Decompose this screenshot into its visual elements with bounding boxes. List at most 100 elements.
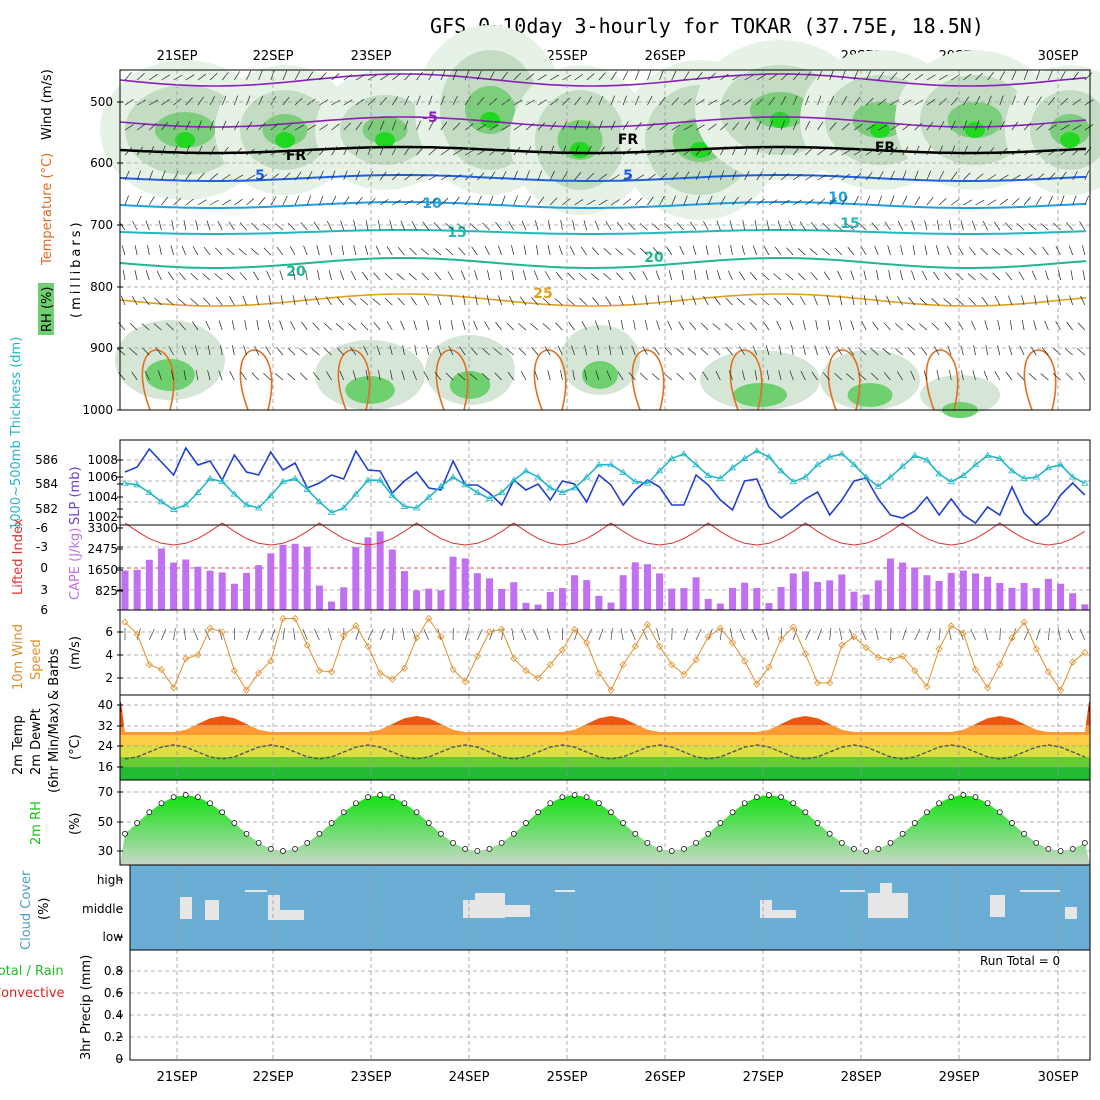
barb-21-2 [379,120,385,131]
barb-14-4 [294,171,302,181]
barb-61-0 [865,70,871,81]
barb-73-11 [1008,345,1013,356]
rh2m-ticklabel-2: 30 [98,844,113,858]
barb-26-8 [434,271,442,281]
rh-marker-27 [450,839,456,846]
wind10-barb-42 [630,628,636,641]
barb-31-2 [501,124,511,131]
barb-43-10 [644,320,648,331]
barb-24-3 [416,147,424,156]
barb-49-4 [720,170,725,181]
barb-25-1 [428,95,433,106]
barb-38-8 [578,273,587,281]
barb-15-5 [306,195,311,206]
rh2m-label: 2m RH [29,801,44,845]
barb-35-10 [542,323,551,331]
barb-44-4 [659,173,668,181]
wind10-barb-17 [328,628,332,641]
barb-59-7 [834,247,843,256]
rh-marker-22 [389,794,396,800]
barb-23-11 [402,345,405,356]
barb-68-2 [950,120,956,131]
barb-75-7 [1029,247,1037,256]
barb-31-4 [501,170,507,181]
cape-bar-7 [206,570,214,610]
minmax-label: (6hr Min/Max) [47,703,62,793]
barb-25-11 [426,345,430,356]
top-date-30SEP: 30SEP [1038,49,1079,64]
barb-17-9 [325,296,332,306]
barb-55-12 [789,370,794,381]
barb-68-1 [950,97,959,106]
isotherm-30-6 [729,349,763,411]
pressure-ticklabel-5: 1000 [82,403,113,417]
thickness-marker-10 [242,501,251,508]
barb-37-5 [574,199,584,206]
barb-25-8 [421,272,429,281]
wind10-barb-59 [839,628,843,641]
barb-33-2 [525,123,534,131]
barb-38-1 [586,96,593,106]
barb-55-3 [792,146,800,156]
barb-4-7 [170,245,174,256]
barb-12-12 [263,373,272,381]
temp2m-ticklabel-0: 40 [98,698,113,712]
barb-72-7 [992,248,1001,256]
barb-47-2 [695,124,705,131]
thickness-marker-60 [850,460,858,468]
cape-bar-33 [522,602,530,610]
barb-10-8 [239,272,247,281]
barb-0-3 [124,147,133,156]
cape-bar-58 [826,580,834,610]
cape-bar-41 [619,575,627,610]
barb-18-10 [335,323,344,331]
cape-bar-28 [461,558,469,610]
barb-64-1 [902,99,912,106]
precip-axis: 0.80.60.40.20 [104,964,123,1066]
barb-62-0 [878,71,885,81]
barb-64-10 [895,322,903,331]
wind10-ticklabel-0: 6 [105,625,113,639]
barb-15-11 [299,348,308,356]
barb-13-10 [279,320,284,331]
barb-67-2 [938,121,945,131]
barb-61-5 [865,195,871,206]
thickness-marker-16 [315,498,324,505]
precip-grid [130,950,1090,1060]
barb-12-7 [263,247,272,256]
barb-42-1 [634,95,640,106]
barb-21-11 [376,345,381,356]
rh-marker-13 [280,848,286,854]
barb-41-3 [622,148,632,156]
thickness-marker-37 [570,484,579,491]
barb-79-6 [1079,221,1086,231]
barb-66-1 [926,99,936,106]
cape-bar-30 [486,578,493,610]
wind-speed-marker-13 [279,614,287,623]
barb-23-2 [404,120,409,131]
barb-50-12 [728,370,733,381]
wind-speed-marker-30 [485,628,494,636]
cape-bar-12 [267,553,275,610]
barb-4-10 [166,322,174,331]
wind10-barb-75 [1035,628,1041,641]
barb-16-10 [312,322,320,331]
cape-bar-73 [1008,587,1016,610]
cape-bar-17 [328,601,336,610]
barb-53-3 [768,145,774,156]
thickness-marker-28 [461,481,469,488]
wind-speed-marker-66 [923,682,931,691]
thickness-marker-25 [425,493,433,500]
wind10-barb-51 [739,628,745,641]
barb-53-10 [763,321,770,331]
wind-speed-marker-49 [716,624,724,632]
barb-74-11 [1019,345,1025,356]
barb-58-9 [826,295,831,306]
barb-11-9 [255,295,259,306]
barb-27-0 [452,70,457,81]
rh-marker-69 [960,792,967,798]
barb-33-4 [525,170,530,181]
barb-33-9 [520,296,527,306]
cape-ticklabel-2: 1650 [87,563,118,577]
barb-16-8 [317,270,320,281]
